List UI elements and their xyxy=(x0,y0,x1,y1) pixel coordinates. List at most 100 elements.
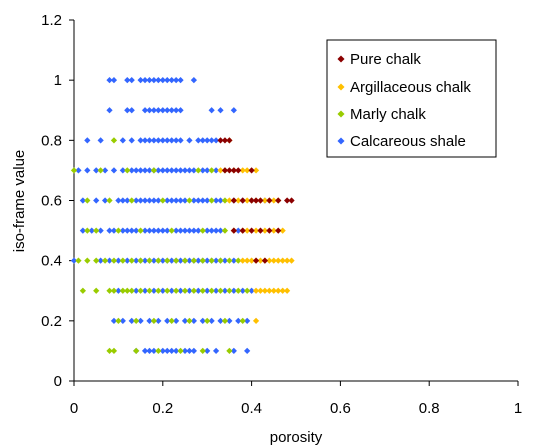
data-point xyxy=(235,197,242,204)
data-point xyxy=(221,167,229,174)
data-point xyxy=(150,167,158,174)
data-point xyxy=(133,347,140,355)
data-point xyxy=(181,287,189,294)
data-point xyxy=(79,197,86,204)
data-point xyxy=(164,317,171,324)
data-point xyxy=(217,287,224,294)
data-point xyxy=(173,287,180,294)
data-point xyxy=(252,167,260,174)
data-point xyxy=(119,137,126,144)
data-point xyxy=(119,257,126,264)
data-point xyxy=(115,197,122,204)
data-point xyxy=(181,197,189,204)
data-point xyxy=(235,167,242,174)
data-point xyxy=(288,257,295,264)
data-point xyxy=(217,227,224,234)
data-point xyxy=(84,137,91,144)
data-point xyxy=(141,77,149,84)
data-point xyxy=(199,347,206,355)
data-point xyxy=(190,257,197,264)
data-point xyxy=(115,227,122,234)
data-point xyxy=(284,257,291,264)
data-point xyxy=(221,287,229,294)
data-point xyxy=(217,107,224,114)
data-point xyxy=(124,77,131,84)
data-point xyxy=(137,77,144,84)
data-point xyxy=(173,197,180,204)
data-point xyxy=(150,227,158,234)
data-point xyxy=(155,347,162,355)
data-point xyxy=(248,287,255,294)
data-point xyxy=(190,77,197,84)
data-point xyxy=(168,137,175,144)
data-point xyxy=(110,77,118,84)
data-point xyxy=(79,287,86,294)
y-tick-label: 0.4 xyxy=(41,253,62,270)
data-point xyxy=(128,227,135,234)
data-point xyxy=(275,287,282,294)
data-point xyxy=(239,197,246,204)
series-calcareous-shale xyxy=(70,77,269,355)
data-point xyxy=(275,257,282,264)
x-ticks: 0 0.2 0.4 0.6 0.8 1 xyxy=(70,381,522,417)
data-point xyxy=(164,107,171,114)
data-point xyxy=(239,317,246,324)
data-point xyxy=(93,227,100,234)
data-point xyxy=(150,107,158,114)
data-point xyxy=(84,167,91,174)
legend-label-pure-chalk: Pure chalk xyxy=(350,51,421,68)
data-point xyxy=(97,227,104,234)
data-point xyxy=(212,137,220,144)
data-point xyxy=(195,257,202,264)
points-layer xyxy=(70,77,295,355)
data-point xyxy=(226,137,233,144)
data-point xyxy=(150,77,158,84)
legend-entry-calcareous-shale: Calcareous shale xyxy=(337,133,466,150)
data-point xyxy=(133,317,140,324)
data-point xyxy=(257,227,264,234)
data-point xyxy=(208,287,215,294)
data-point xyxy=(155,257,162,264)
data-point xyxy=(159,197,166,204)
data-point xyxy=(128,197,135,204)
data-point xyxy=(266,257,273,264)
data-point xyxy=(177,227,184,234)
y-ticks: 0 0.2 0.4 0.6 0.8 1 1.2 xyxy=(41,12,74,390)
data-point xyxy=(284,287,291,294)
data-point xyxy=(75,257,82,264)
data-point xyxy=(137,317,144,324)
legend-entry-pure-chalk: Pure chalk xyxy=(337,51,421,68)
data-point xyxy=(177,347,184,355)
legend-label-calcareous-shale: Calcareous shale xyxy=(350,133,466,150)
data-point xyxy=(124,167,131,174)
data-point xyxy=(119,227,126,234)
data-point xyxy=(133,197,140,204)
data-point xyxy=(159,227,166,234)
data-point xyxy=(221,257,229,264)
series-argillaceous-chalk xyxy=(217,137,295,324)
data-point xyxy=(164,347,171,355)
data-point xyxy=(124,197,131,204)
legend: Pure chalk Argillaceous chalk Marly chal… xyxy=(326,39,497,158)
data-point xyxy=(204,317,211,324)
legend-label-argillaceous-chalk: Argillaceous chalk xyxy=(350,79,471,96)
data-point xyxy=(146,257,153,264)
data-point xyxy=(248,227,255,234)
data-point xyxy=(155,137,162,144)
data-point xyxy=(173,107,180,114)
data-point xyxy=(168,197,175,204)
data-point xyxy=(235,287,242,294)
data-point xyxy=(106,227,113,234)
data-point xyxy=(84,227,91,234)
data-point xyxy=(84,257,91,264)
data-point xyxy=(146,197,153,204)
data-point xyxy=(164,257,171,264)
data-point xyxy=(190,167,197,174)
data-point xyxy=(155,287,162,294)
data-point xyxy=(177,107,184,114)
legend-entry-argillaceous-chalk: Argillaceous chalk xyxy=(337,79,471,96)
data-point xyxy=(261,257,269,264)
data-point xyxy=(195,287,202,294)
